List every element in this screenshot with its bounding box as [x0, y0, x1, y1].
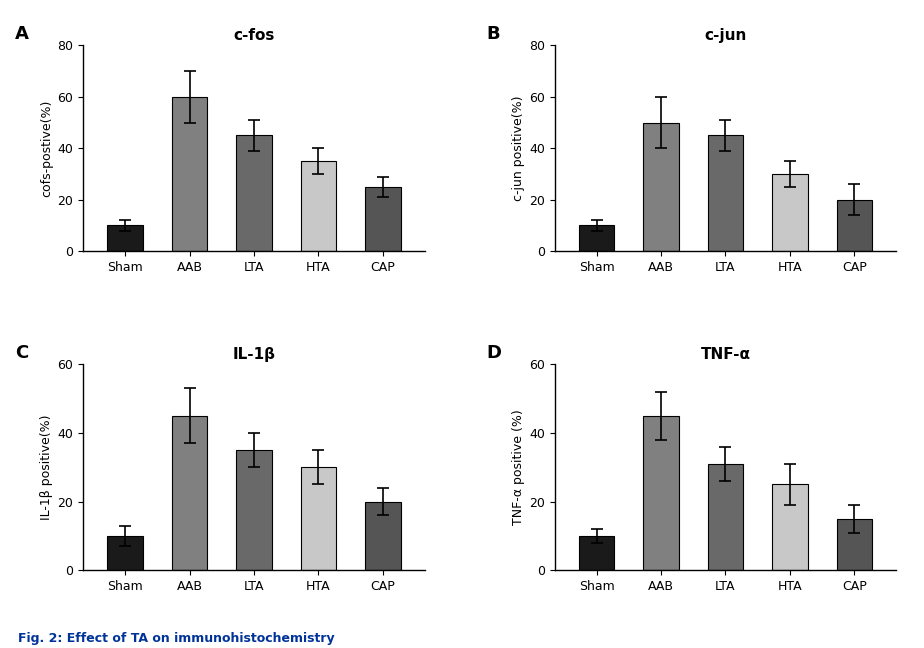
Text: D: D [486, 344, 502, 362]
Text: A: A [15, 25, 29, 43]
Bar [772, 485, 808, 570]
Y-axis label: TNF-α positive (%): TNF-α positive (%) [512, 410, 525, 525]
Bar [107, 226, 143, 251]
Bar [107, 536, 143, 570]
Y-axis label: IL-1β positive(%): IL-1β positive(%) [41, 415, 54, 520]
Title: c-fos: c-fos [233, 28, 274, 43]
Bar [300, 467, 336, 570]
Bar [300, 161, 336, 251]
Title: c-jun: c-jun [704, 28, 747, 43]
Bar [237, 135, 272, 251]
Bar [172, 416, 207, 570]
Title: IL-1β: IL-1β [233, 347, 275, 362]
Bar [836, 200, 872, 251]
Bar [772, 174, 808, 251]
Bar [708, 135, 743, 251]
Bar [172, 97, 207, 251]
Bar [708, 464, 743, 570]
Text: Fig. 2: Effect of TA on immunohistochemistry: Fig. 2: Effect of TA on immunohistochemi… [18, 632, 335, 645]
Bar [365, 187, 401, 251]
Bar [365, 502, 401, 570]
Bar [578, 226, 614, 251]
Bar [643, 122, 679, 251]
Y-axis label: cofs-postive(%): cofs-postive(%) [41, 100, 54, 197]
Title: TNF-α: TNF-α [700, 347, 750, 362]
Text: B: B [486, 25, 500, 43]
Text: C: C [15, 344, 28, 362]
Bar [836, 519, 872, 570]
Bar [643, 416, 679, 570]
Bar [237, 450, 272, 570]
Bar [578, 536, 614, 570]
Y-axis label: c-jun positive(%): c-jun positive(%) [512, 95, 525, 201]
